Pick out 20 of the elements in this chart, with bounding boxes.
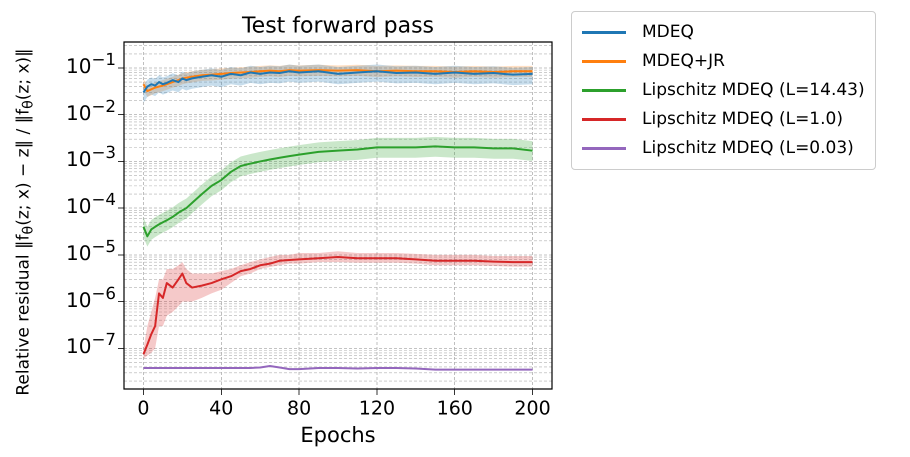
- y-tick-label: 10$^{−5}$: [66, 236, 116, 265]
- x-axis-title: Epochs: [300, 422, 376, 447]
- legend-label: Lipschitz MDEQ (L=0.03): [642, 137, 854, 160]
- y-tick-label: 10$^{−7}$: [66, 330, 116, 358]
- chart-title: Test forward pass: [240, 14, 434, 39]
- x-tick-label: 0: [137, 397, 150, 420]
- y-tick-label: 10$^{−2}$: [66, 96, 116, 125]
- y-tick-label: 10$^{−1}$: [66, 49, 116, 78]
- x-tick-label: 40: [209, 397, 234, 420]
- x-tick-label: 120: [358, 397, 396, 420]
- legend-label: Lipschitz MDEQ (L=14.43): [642, 79, 865, 102]
- y-tick-label: 10$^{−6}$: [66, 282, 116, 312]
- y-tick-label: 10$^{−3}$: [66, 142, 116, 172]
- x-tick-label: 80: [286, 397, 312, 420]
- legend-label: Lipschitz MDEQ (L=1.0): [642, 108, 843, 131]
- y-tick-label: 10$^{−4}$: [66, 189, 116, 218]
- x-tick-label: 160: [436, 397, 473, 420]
- legend-label: MDEQ+JR: [642, 50, 725, 73]
- legend-label: MDEQ: [642, 21, 694, 44]
- x-tick-label: 200: [514, 397, 551, 420]
